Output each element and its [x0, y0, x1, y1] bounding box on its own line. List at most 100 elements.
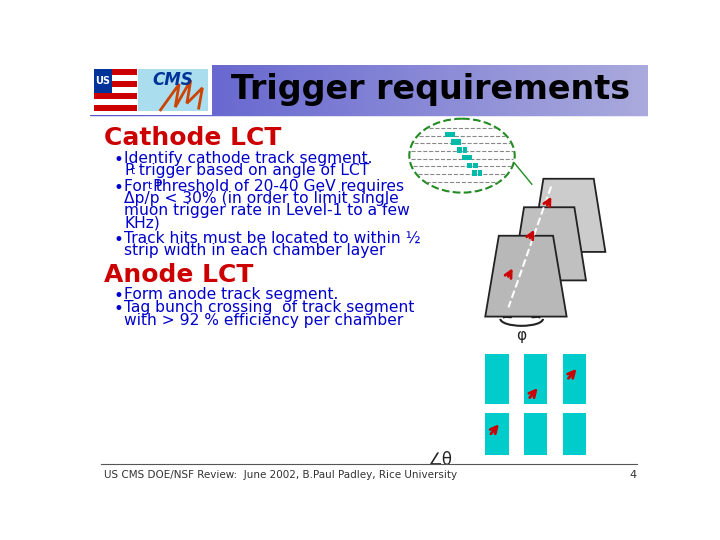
Bar [286, 65, 287, 115]
Bar [434, 65, 435, 115]
Bar [465, 65, 466, 115]
Bar [368, 65, 369, 115]
Bar [584, 65, 585, 115]
Bar [118, 65, 119, 115]
Bar [390, 65, 391, 115]
Bar [225, 65, 226, 115]
Bar [316, 65, 317, 115]
Bar [112, 65, 113, 115]
Bar [93, 65, 94, 115]
Bar [230, 65, 231, 115]
Bar [314, 65, 315, 115]
Bar [165, 65, 166, 115]
Bar [443, 65, 444, 115]
Bar [637, 65, 638, 115]
Bar [145, 65, 147, 115]
Bar [208, 65, 209, 115]
Bar [611, 65, 612, 115]
Bar [322, 65, 323, 115]
Bar [437, 65, 438, 115]
Bar [474, 65, 475, 115]
Bar [596, 65, 597, 115]
Bar [585, 65, 586, 115]
Bar [370, 65, 371, 115]
Bar [233, 65, 234, 115]
Bar [590, 65, 591, 115]
Bar [306, 65, 307, 115]
Bar [415, 65, 416, 115]
Bar [285, 65, 286, 115]
Bar [338, 65, 339, 115]
Bar [159, 65, 160, 115]
Bar [385, 65, 386, 115]
Bar [433, 65, 434, 115]
Text: For P: For P [124, 179, 163, 194]
Bar [402, 65, 403, 115]
Bar [367, 65, 368, 115]
Bar [205, 65, 206, 115]
Bar [548, 65, 549, 115]
Bar [409, 65, 410, 115]
Bar [262, 65, 263, 115]
Bar [240, 65, 241, 115]
Bar [371, 65, 372, 115]
Bar [343, 65, 344, 115]
Bar [580, 65, 581, 115]
Bar [373, 65, 374, 115]
Bar [617, 65, 618, 115]
Bar [213, 65, 214, 115]
Bar [419, 65, 420, 115]
Bar [537, 65, 538, 115]
Bar [529, 65, 530, 115]
Polygon shape [532, 179, 606, 252]
Bar [109, 65, 110, 115]
Text: •: • [113, 300, 123, 319]
Bar [378, 65, 379, 115]
Bar [214, 65, 215, 115]
Bar [361, 65, 362, 115]
Bar [463, 65, 464, 115]
Bar [535, 65, 536, 115]
Bar [224, 65, 225, 115]
Bar [554, 65, 555, 115]
Bar [525, 65, 526, 115]
Bar [356, 65, 357, 115]
Bar [457, 65, 458, 115]
Bar [473, 163, 477, 168]
Bar [287, 65, 289, 115]
Polygon shape [485, 236, 567, 316]
Bar [138, 69, 208, 111]
Bar [131, 65, 132, 115]
Bar [589, 65, 590, 115]
Bar [342, 65, 343, 115]
Bar [457, 147, 462, 153]
Bar [309, 65, 310, 115]
Bar [300, 65, 301, 115]
Bar [504, 65, 505, 115]
Bar [282, 65, 283, 115]
Bar [435, 65, 436, 115]
Bar [485, 413, 508, 455]
Bar [545, 65, 546, 115]
Bar [647, 65, 648, 115]
Bar [176, 65, 177, 115]
Bar [468, 65, 469, 115]
Bar [505, 65, 506, 115]
Bar [357, 65, 358, 115]
Bar [174, 65, 175, 115]
Bar [515, 65, 516, 115]
Bar [451, 132, 455, 137]
Bar [513, 65, 514, 115]
Bar [312, 65, 313, 115]
Bar [604, 65, 605, 115]
Bar [429, 65, 431, 115]
Bar [354, 65, 355, 115]
Bar [439, 65, 441, 115]
Bar [104, 65, 106, 115]
Bar [189, 65, 190, 115]
Bar [339, 65, 340, 115]
Bar [175, 65, 176, 115]
Bar [467, 155, 472, 160]
Bar [260, 65, 261, 115]
Bar [100, 65, 101, 115]
